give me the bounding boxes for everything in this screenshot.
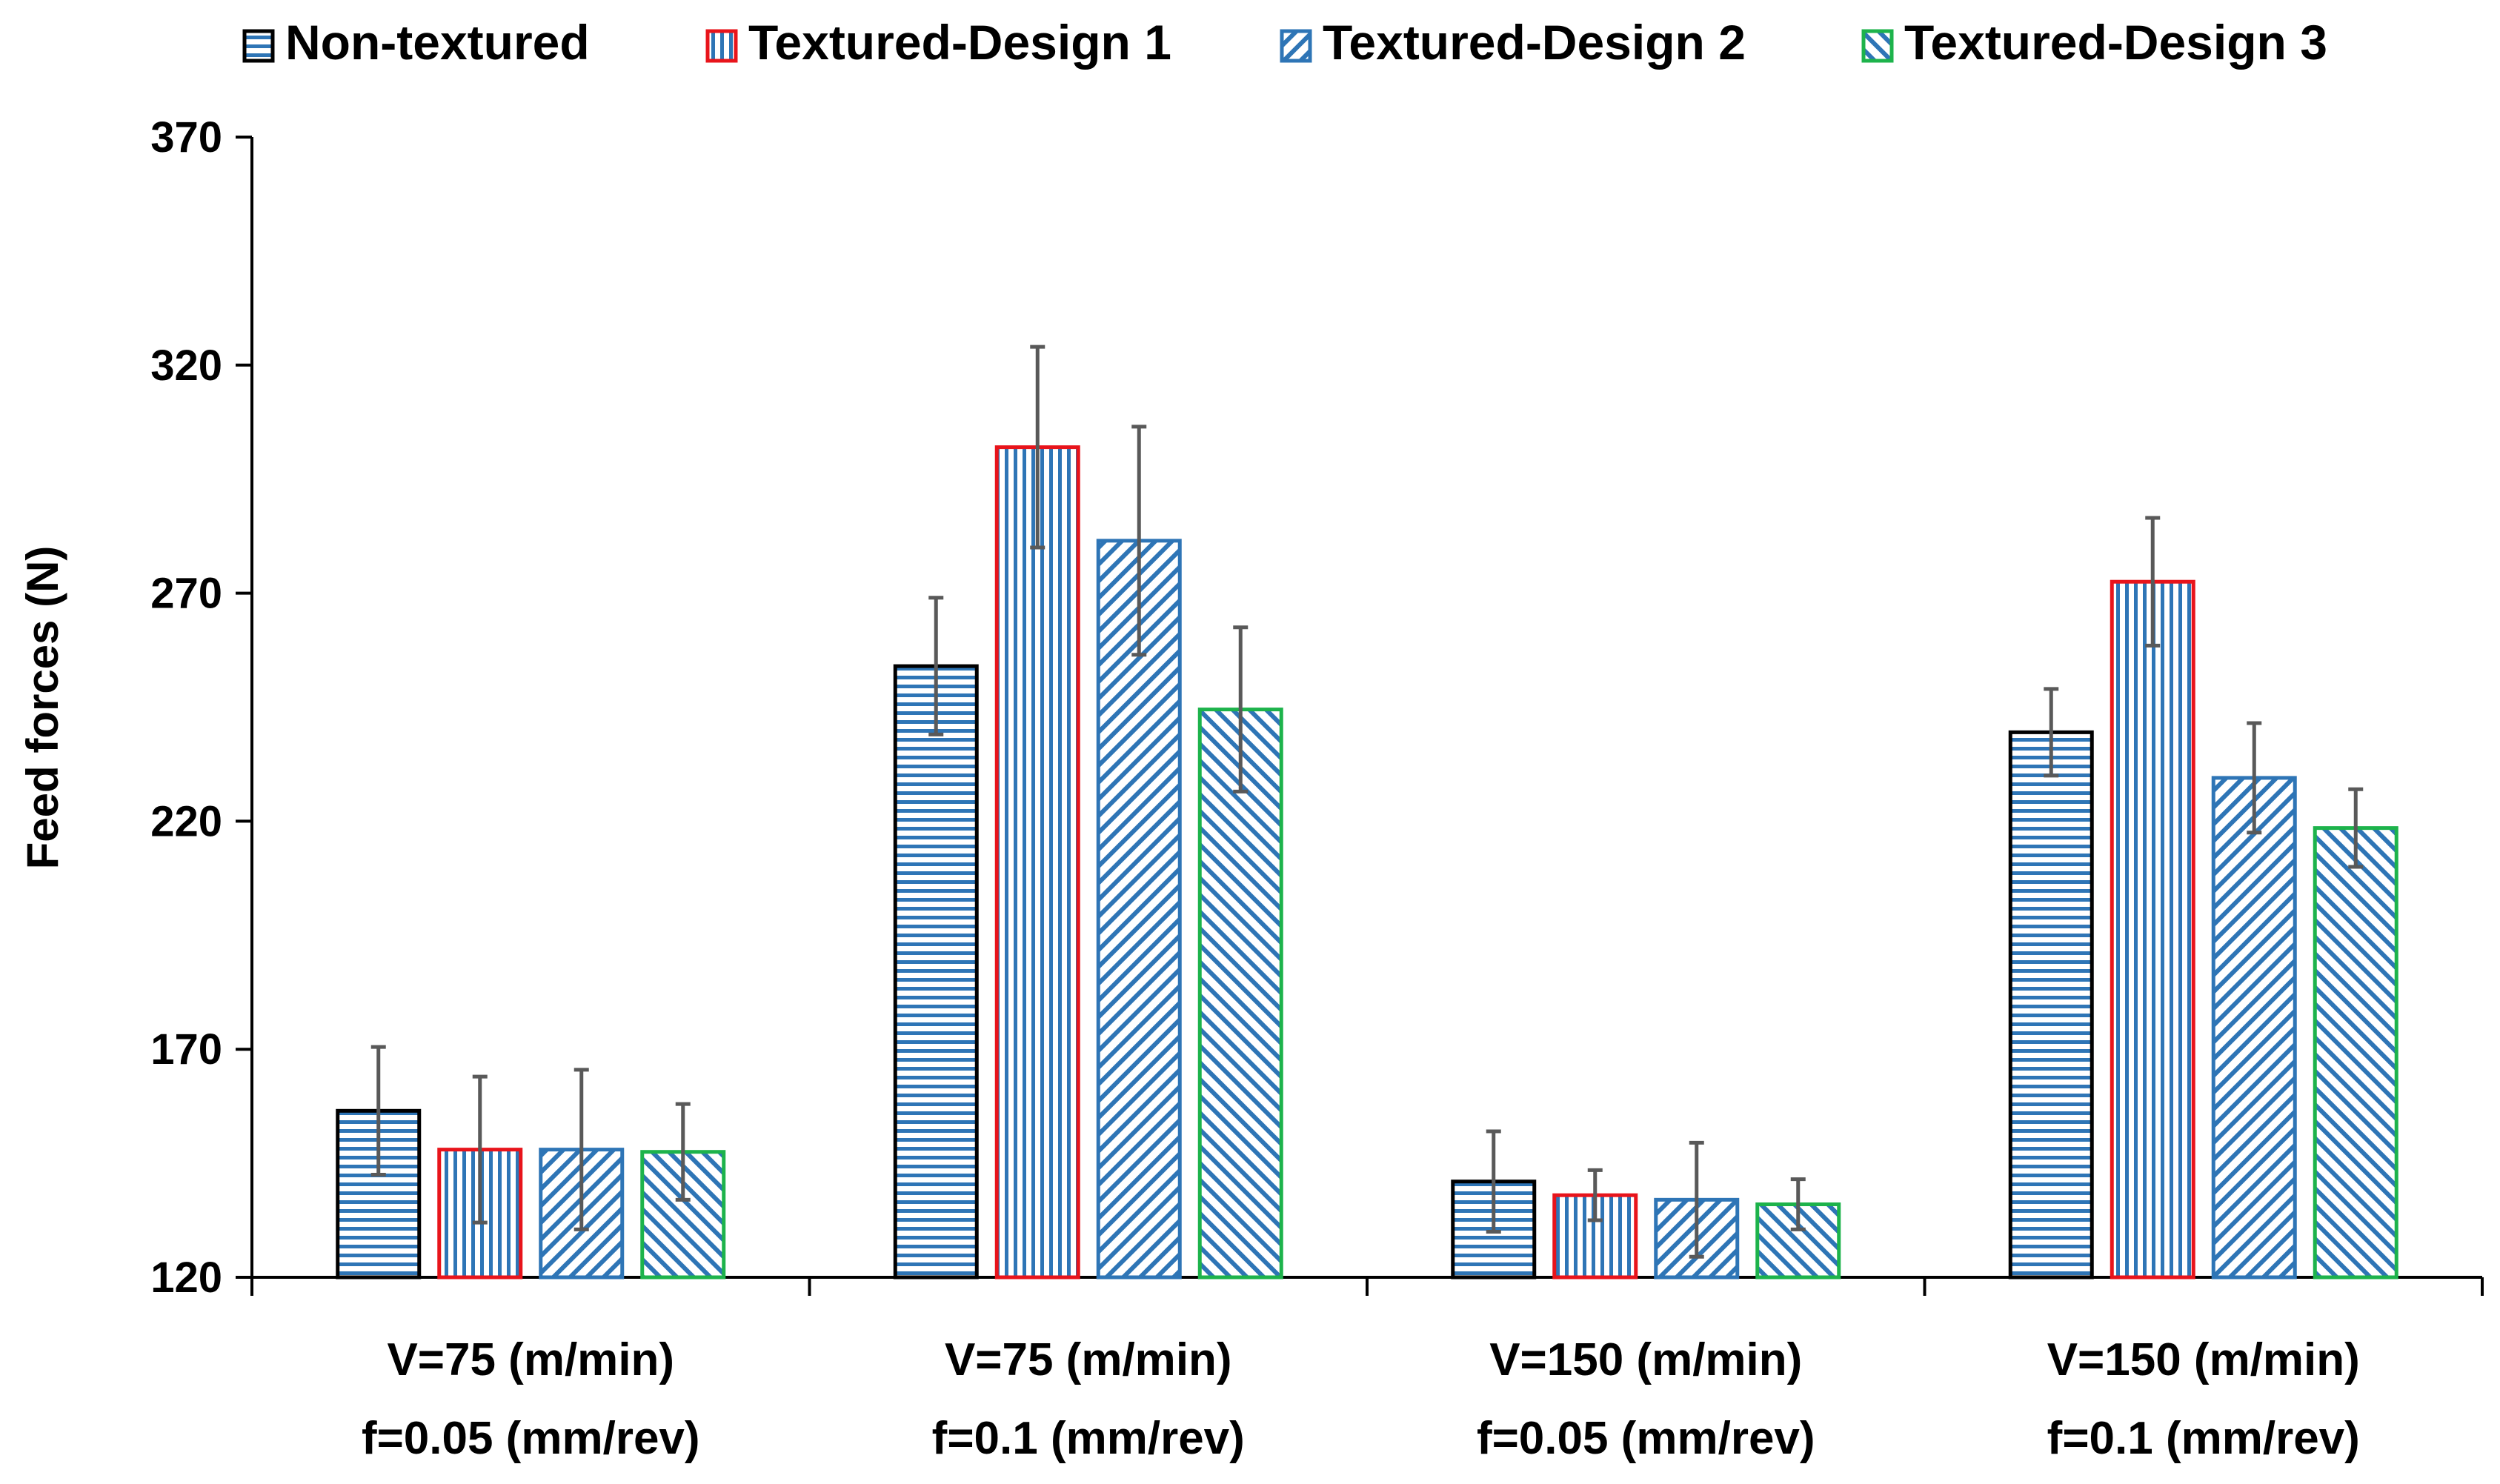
bar-series-1-category-1 xyxy=(336,1108,422,1280)
bar-series-4-category-2 xyxy=(1197,708,1283,1280)
y-tick-label-320: 320 xyxy=(150,342,222,390)
legend-label-2: Textured-Design 1 xyxy=(748,15,1171,70)
legend-swatch-2 xyxy=(705,29,738,63)
error-bar-series-3-category-1 xyxy=(574,1068,589,1231)
x-category-label-4-line-1: V=150 (m/min) xyxy=(2047,1334,2360,1385)
bar-series-4-category-4 xyxy=(2313,826,2398,1280)
x-category-label-1-line-1: V=75 (m/min) xyxy=(387,1334,674,1385)
axes: 120 170 220 270 320 370 V=75 (m/min) f=0.05 (mm… xyxy=(150,113,2484,1464)
y-tick-label-220: 220 xyxy=(150,797,222,845)
error-bar-series-4-category-1 xyxy=(675,1102,691,1202)
error-bar-series-1-category-4 xyxy=(2044,687,2059,778)
error-bars xyxy=(370,345,2364,1259)
error-bar-series-3-category-3 xyxy=(1689,1140,1704,1259)
legend-label-3: Textured-Design 2 xyxy=(1323,15,1746,70)
error-bar-series-3-category-2 xyxy=(1131,425,1147,657)
legend-swatch-3 xyxy=(1280,29,1312,63)
legend-swatch-1 xyxy=(242,29,275,63)
legend-item-3: Textured-Design 2 xyxy=(1280,15,1746,70)
bar-series-2-category-2 xyxy=(994,445,1080,1280)
error-bar-series-3-category-4 xyxy=(2247,721,2262,835)
x-category-label-1-line-2: f=0.05 (mm/rev) xyxy=(362,1413,700,1464)
bars xyxy=(336,445,2398,1280)
bar-series-1-category-4 xyxy=(2008,730,2094,1280)
x-category-label-3-line-1: V=150 (m/min) xyxy=(1489,1334,1802,1385)
error-bar-series-2-category-2 xyxy=(1030,345,1045,550)
x-category-label-3-line-2: f=0.05 (mm/rev) xyxy=(1477,1413,1815,1464)
error-bar-series-2-category-1 xyxy=(472,1074,488,1225)
error-bar-series-4-category-3 xyxy=(1790,1177,1806,1231)
bar-series-1-category-2 xyxy=(893,664,979,1280)
error-bar-series-1-category-2 xyxy=(928,596,944,736)
error-bar-series-1-category-1 xyxy=(370,1045,386,1177)
x-category-label-2-line-1: V=75 (m/min) xyxy=(945,1334,1232,1385)
y-tick-label-120: 120 xyxy=(150,1254,222,1302)
legend-swatch-4 xyxy=(1861,29,1894,63)
legend-label-1: Non-textured xyxy=(285,15,590,70)
x-category-label-2-line-2: f=0.1 (mm/rev) xyxy=(932,1413,1245,1464)
bar-series-2-category-4 xyxy=(2110,579,2195,1280)
error-bar-series-2-category-3 xyxy=(1587,1168,1603,1222)
legend-item-1: Non-textured xyxy=(242,15,590,70)
error-bar-series-2-category-4 xyxy=(2145,516,2161,648)
x-category-label-4-line-2: f=0.1 (mm/rev) xyxy=(2047,1413,2360,1464)
legend-label-4: Textured-Design 3 xyxy=(1904,15,2327,70)
error-bar-series-4-category-4 xyxy=(2348,787,2364,869)
error-bar-series-1-category-3 xyxy=(1486,1129,1501,1234)
y-tick-label-370: 370 xyxy=(150,113,222,162)
legend: Non-textured Textured-Design 1 Textured-De… xyxy=(242,15,2327,70)
y-tick-label-170: 170 xyxy=(150,1025,222,1074)
bar-series-3-category-4 xyxy=(2211,776,2297,1280)
bar-series-3-category-2 xyxy=(1096,539,1182,1280)
legend-item-4: Textured-Design 3 xyxy=(1861,15,2327,70)
y-axis-label: Feed forces (N) xyxy=(18,546,67,870)
error-bar-series-4-category-2 xyxy=(1233,625,1249,793)
legend-item-2: Textured-Design 1 xyxy=(705,15,1171,70)
y-tick-label-270: 270 xyxy=(150,570,222,618)
